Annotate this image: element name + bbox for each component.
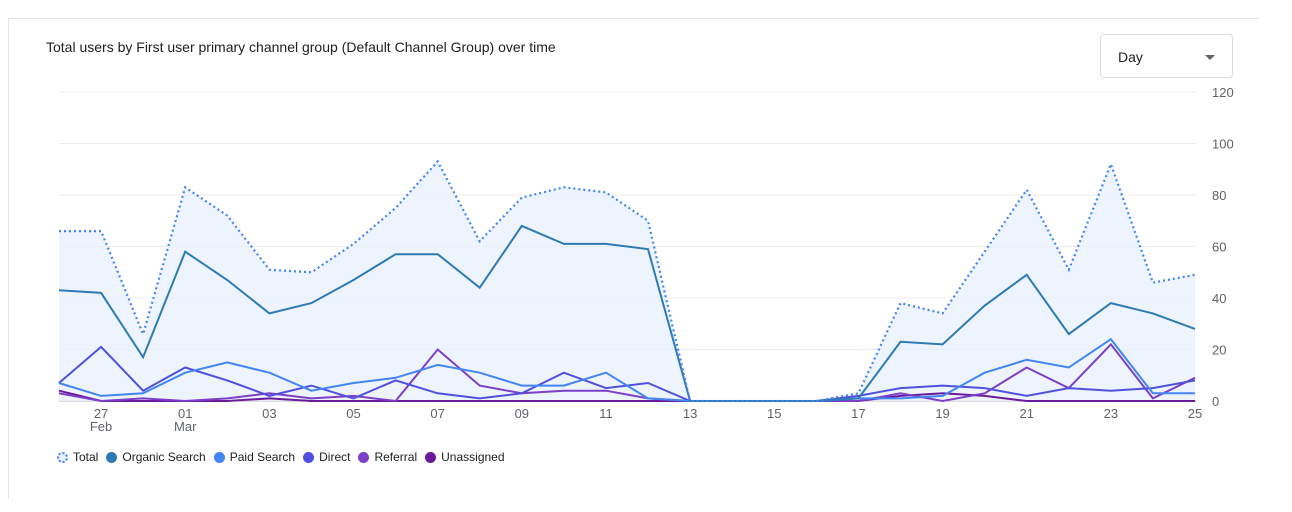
y-tick-label: 20 — [1212, 343, 1226, 358]
total-area — [59, 161, 1195, 401]
legend-item-direct[interactable]: Direct — [303, 450, 350, 464]
y-tick-label: 40 — [1212, 291, 1226, 306]
legend-item-unassigned[interactable]: Unassigned — [425, 450, 505, 464]
series-line-unassigned — [58, 389, 1195, 402]
x-tick-label: 23 — [1104, 406, 1118, 421]
x-tick-label: 01 — [178, 406, 192, 421]
y-tick-label: 0 — [1212, 394, 1219, 409]
series-line-referral — [58, 342, 1196, 403]
x-tick-label: 07 — [430, 406, 444, 421]
legend-swatch — [57, 451, 68, 463]
legend-swatch — [425, 451, 437, 463]
x-tick-label: 27 — [94, 406, 108, 421]
x-tick-sublabel: Feb — [90, 419, 112, 434]
x-tick-label: 17 — [851, 406, 865, 421]
x-tick-label: 05 — [346, 406, 360, 421]
granularity-dropdown[interactable]: Day — [1100, 34, 1233, 78]
granularity-dropdown-value: Day — [1118, 49, 1143, 65]
legend-swatch — [358, 451, 370, 463]
series-line-paid-search — [58, 337, 1195, 402]
x-tick-label: 21 — [1019, 406, 1033, 421]
x-tick-label: 13 — [683, 406, 697, 421]
legend-swatch — [303, 451, 315, 463]
y-tick-label: 80 — [1212, 188, 1226, 203]
x-tick-sublabel: Mar — [174, 419, 197, 434]
x-tick-label: 25 — [1188, 406, 1202, 421]
legend-item-referral[interactable]: Referral — [358, 450, 417, 464]
legend-swatch — [106, 451, 118, 463]
legend-label: Direct — [319, 450, 351, 464]
x-tick-label: 11 — [599, 406, 613, 421]
x-tick-label: 09 — [515, 406, 529, 421]
series-line-total — [59, 159, 1196, 403]
series-line-organic-search — [58, 224, 1196, 402]
y-tick-label: 100 — [1212, 137, 1234, 152]
y-tick-label: 120 — [1212, 85, 1234, 100]
y-tick-label: 60 — [1212, 240, 1226, 255]
legend-label: Unassigned — [441, 450, 505, 464]
chart-legend: Total Organic Search Paid Search Direct Refe… — [57, 450, 513, 464]
legend-label: Paid Search — [229, 450, 296, 464]
legend-swatch — [213, 451, 225, 463]
x-tick-label: 03 — [262, 406, 276, 421]
legend-item-organic-search[interactable]: Organic Search — [106, 450, 206, 464]
legend-item-total[interactable]: Total — [57, 450, 98, 464]
legend-label: Total — [73, 450, 99, 464]
x-tick-label: 19 — [935, 406, 949, 421]
x-tick-label: 15 — [767, 406, 781, 421]
legend-item-paid-search[interactable]: Paid Search — [213, 450, 296, 464]
legend-label: Referral — [374, 450, 418, 464]
chevron-down-icon — [1205, 55, 1215, 60]
chart-title: Total users by First user primary channe… — [46, 39, 556, 55]
legend-label: Organic Search — [122, 450, 206, 464]
